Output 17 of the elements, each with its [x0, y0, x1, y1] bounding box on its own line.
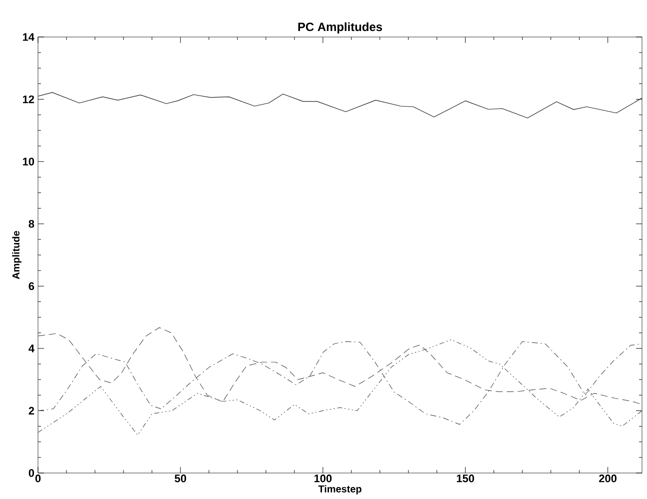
- x-tick-label: 150: [456, 474, 474, 482]
- x-axis-title: Timestep: [318, 485, 362, 494]
- x-tick-label: 50: [174, 474, 186, 482]
- x-tick-label: 200: [599, 474, 617, 482]
- y-tick-label: 14: [22, 33, 34, 41]
- y-tick-label: 4: [28, 344, 34, 352]
- chart-title: PC Amplitudes: [298, 22, 382, 34]
- y-tick-label: 8: [28, 220, 34, 228]
- y-axis-title: Amplitude: [12, 230, 22, 280]
- line-series: [38, 92, 642, 118]
- x-tick-label: 0: [35, 474, 41, 482]
- y-tick-label: 0: [28, 469, 34, 477]
- y-tick-label: 6: [28, 282, 34, 290]
- y-tick-label: 2: [28, 406, 34, 415]
- y-tick-label: 10: [22, 158, 34, 166]
- x-tick-label: 100: [314, 474, 332, 482]
- y-tick-label: 12: [22, 95, 34, 104]
